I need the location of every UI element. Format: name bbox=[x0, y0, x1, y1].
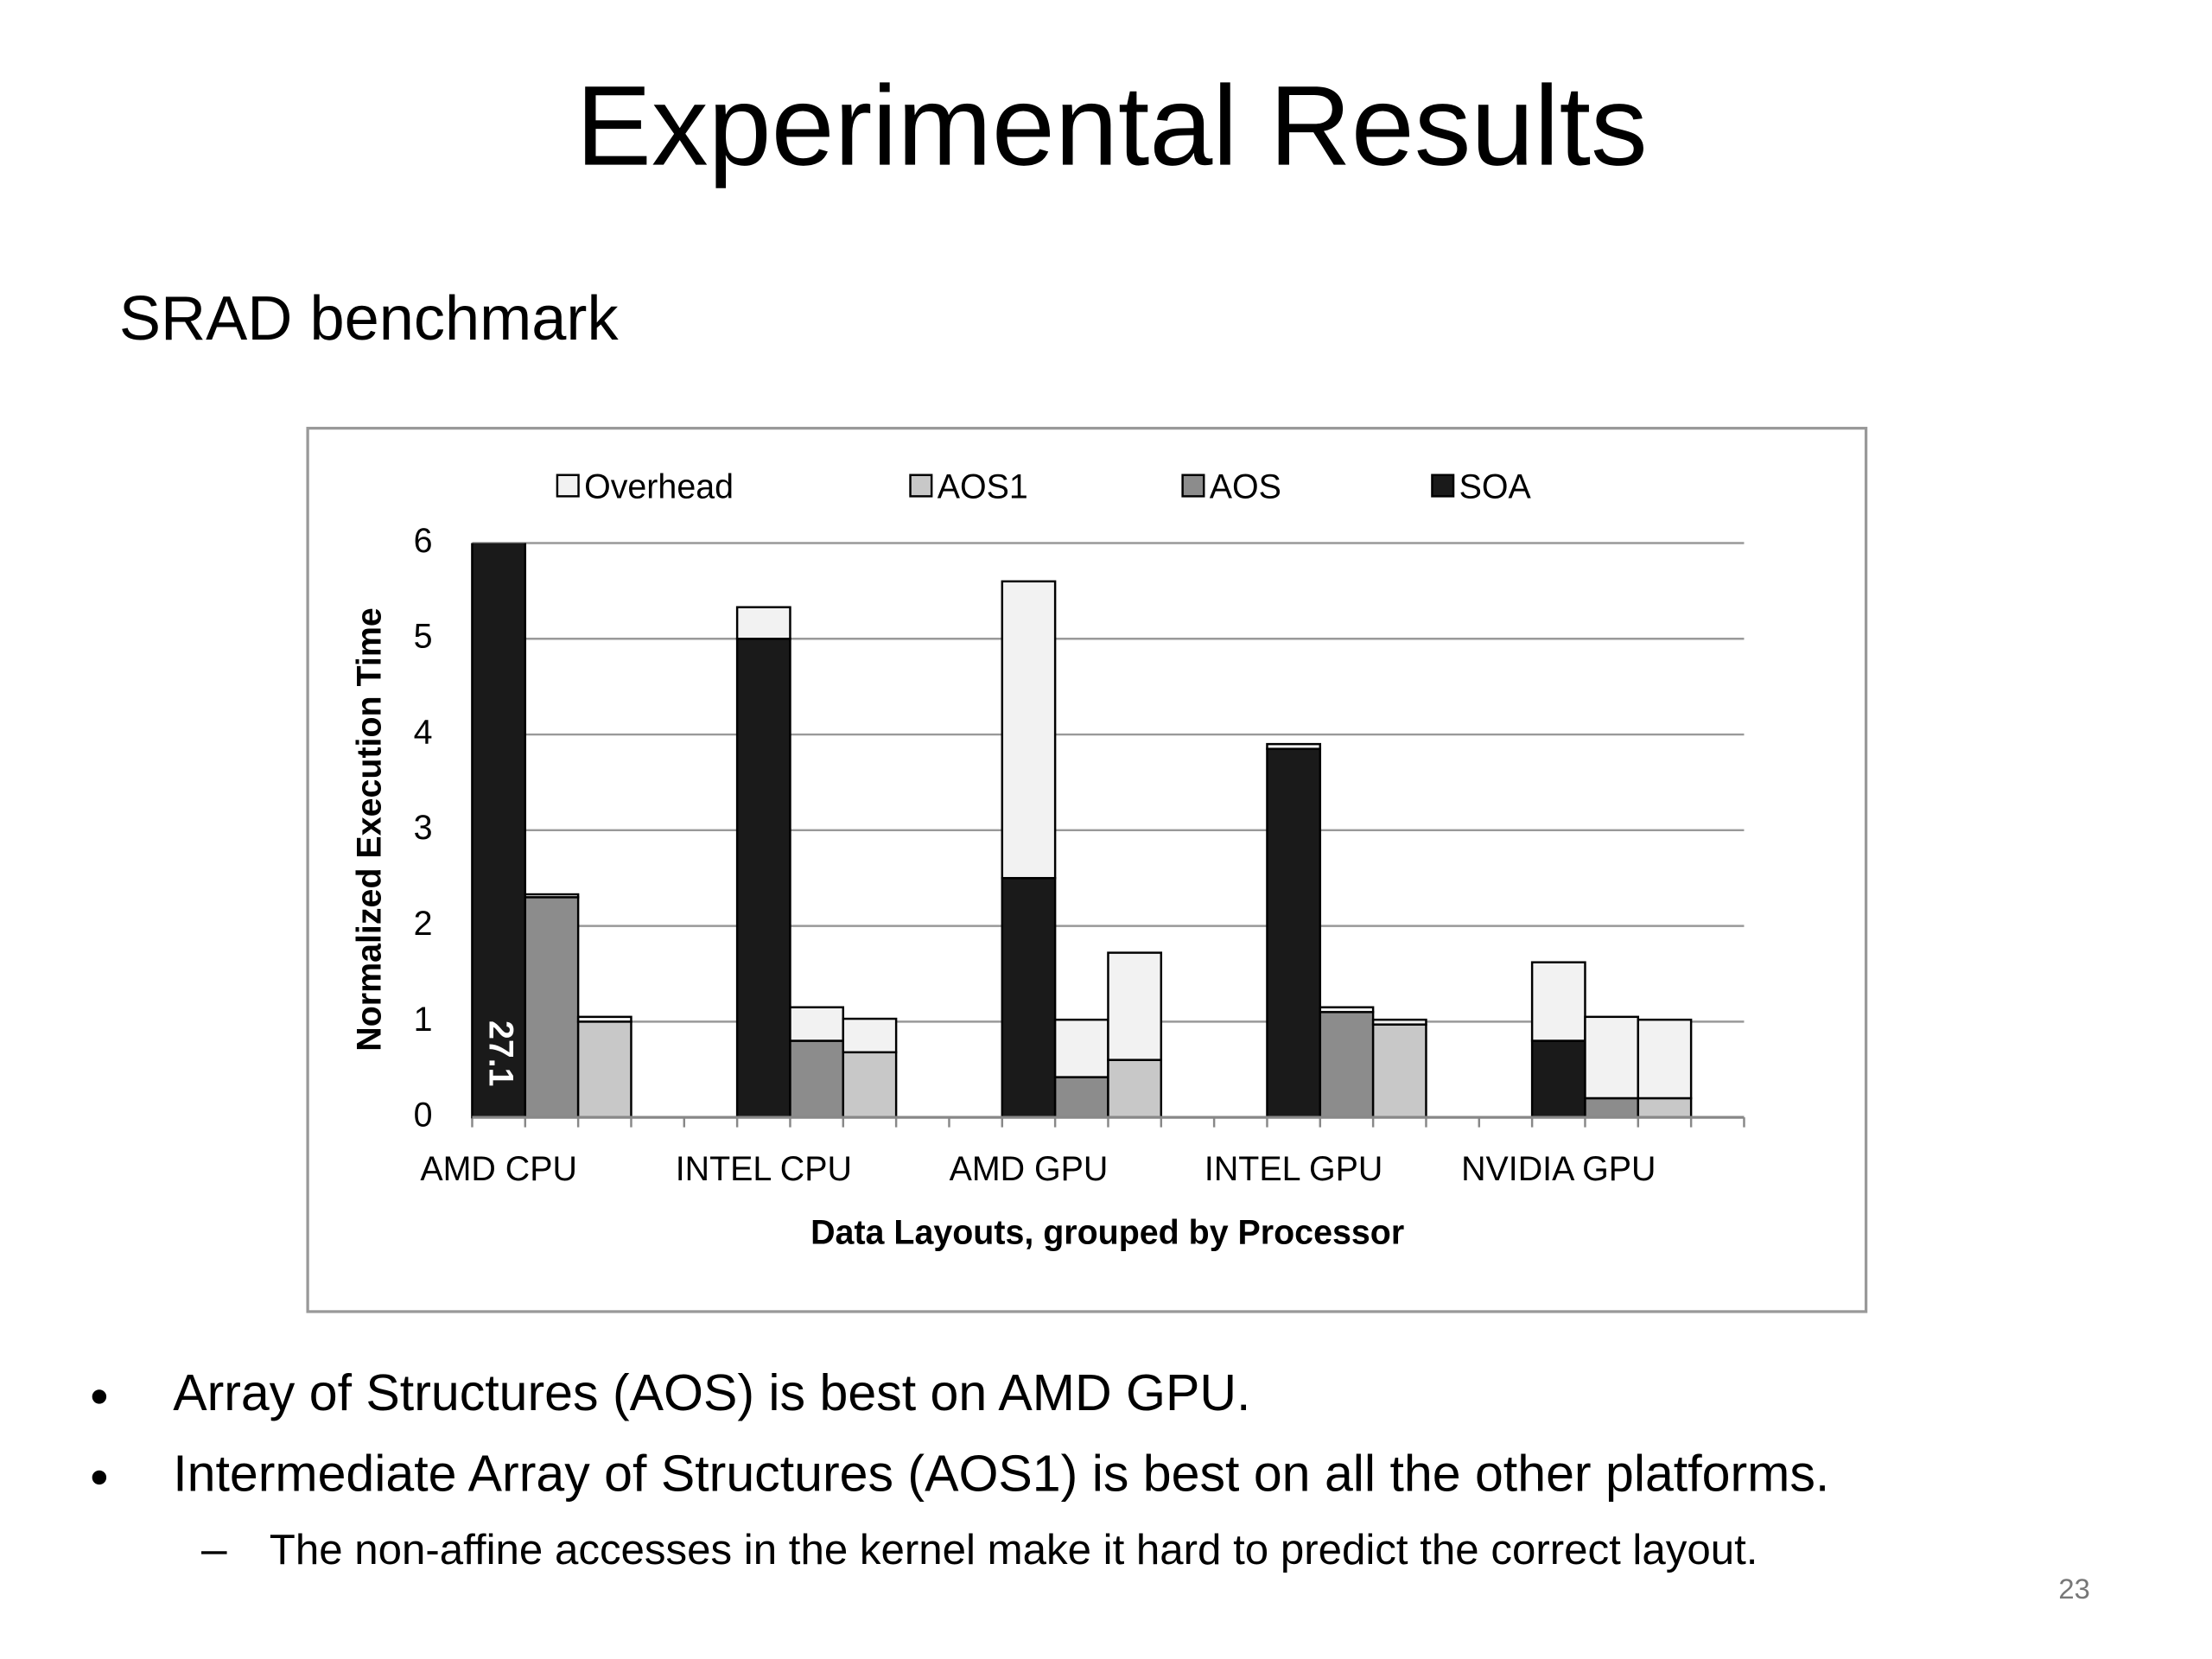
bar-segment bbox=[576, 1020, 632, 1119]
chart-frame bbox=[306, 426, 1868, 1313]
legend-label: AOS1 bbox=[938, 468, 1028, 506]
y-tick-label: 3 bbox=[414, 809, 433, 847]
bar-segment bbox=[1107, 1058, 1163, 1119]
bullet-text: Array of Structures (AOS) is best on AMD… bbox=[173, 1364, 1250, 1421]
overhead-segment bbox=[1319, 1006, 1375, 1014]
overhead-segment bbox=[1530, 961, 1586, 1042]
page-number: 23 bbox=[2058, 1573, 2090, 1605]
bar-segment bbox=[735, 638, 791, 1119]
bar-segment bbox=[1371, 1023, 1427, 1119]
overhead-segment bbox=[1266, 742, 1322, 750]
legend-swatch bbox=[1431, 474, 1455, 498]
legend-label: AOS bbox=[1210, 468, 1281, 506]
bar-segment bbox=[1053, 1076, 1109, 1119]
overhead-segment bbox=[1053, 1018, 1109, 1078]
legend-swatch bbox=[556, 474, 580, 498]
overhead-segment bbox=[524, 893, 580, 899]
y-tick-label: 1 bbox=[414, 1001, 433, 1039]
y-tick-label: 0 bbox=[414, 1096, 433, 1135]
y-axis-title: Normalized Execution Time bbox=[350, 607, 388, 1051]
x-tick-label: NVIDIA GPU bbox=[1461, 1150, 1656, 1188]
bar-segment bbox=[842, 1051, 898, 1119]
sub-bullet-text: The non-affine accesses in the kernel ma… bbox=[270, 1526, 1758, 1573]
overhead-segment bbox=[1584, 1015, 1640, 1100]
y-tick-label: 6 bbox=[414, 522, 433, 560]
plot-area: 0 1 2 3 4 5 6 Overhead AOS1 AOS SOA AMD CPU 27.1 INTE… bbox=[414, 468, 1745, 1188]
bullet-dot bbox=[92, 1389, 107, 1404]
bar-segment bbox=[1266, 747, 1322, 1119]
bar-segment bbox=[1001, 876, 1057, 1119]
bar-segment bbox=[1637, 1096, 1693, 1119]
overhead-segment bbox=[1107, 951, 1163, 1061]
bar-segment bbox=[1584, 1096, 1640, 1119]
bar-segment bbox=[1530, 1039, 1586, 1119]
legend-swatch bbox=[1181, 474, 1205, 498]
x-axis-title: Data Layouts, grouped by Processor bbox=[810, 1214, 1404, 1252]
x-tick-label: INTEL CPU bbox=[676, 1150, 852, 1188]
slide-subtitle: SRAD benchmark bbox=[119, 284, 620, 353]
bars bbox=[471, 543, 1693, 1119]
x-tick-label: INTEL GPU bbox=[1205, 1150, 1382, 1188]
legend-swatch bbox=[909, 474, 933, 498]
y-tick-label: 5 bbox=[414, 618, 433, 656]
overhead-segment bbox=[1001, 580, 1057, 880]
legend-label: Overhead bbox=[584, 468, 734, 506]
bar-segment bbox=[471, 543, 527, 1119]
data-label: 27.1 bbox=[482, 1020, 520, 1087]
bullet-dot bbox=[92, 1470, 107, 1485]
legend-label: SOA bbox=[1459, 468, 1532, 506]
x-tick-label: AMD GPU bbox=[950, 1150, 1109, 1188]
overhead-segment bbox=[842, 1017, 898, 1054]
bar-segment bbox=[789, 1039, 845, 1119]
overhead-segment bbox=[1637, 1018, 1693, 1100]
bar-segment bbox=[524, 896, 580, 1119]
overhead-segment bbox=[576, 1015, 632, 1023]
y-tick-label: 2 bbox=[414, 905, 433, 943]
y-tick-label: 4 bbox=[414, 713, 433, 751]
overhead-segment bbox=[735, 606, 791, 640]
bullet-text: Intermediate Array of Structures (AOS1) … bbox=[173, 1446, 1829, 1503]
overhead-segment bbox=[789, 1006, 845, 1042]
overhead-segment bbox=[1371, 1018, 1427, 1026]
bar-segment bbox=[1319, 1011, 1375, 1119]
x-tick-label: AMD CPU bbox=[420, 1150, 577, 1188]
slide-title: Experimental Results bbox=[575, 62, 1647, 189]
